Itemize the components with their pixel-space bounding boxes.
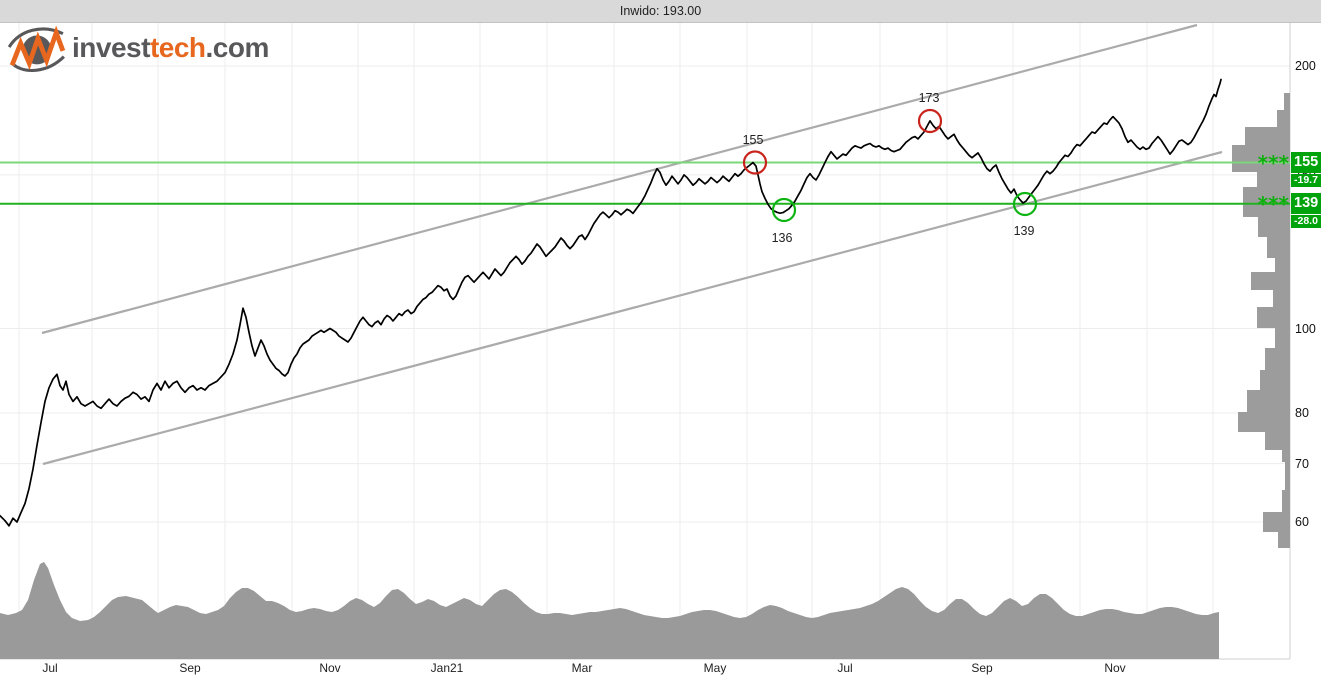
support-badge-139: 139 -28.0 xyxy=(1291,193,1321,229)
trough-label-136: 136 xyxy=(771,231,793,245)
chart-titlebar: Inwido: 193.00 xyxy=(0,0,1321,23)
support-price: 139 xyxy=(1291,193,1321,215)
x-axis-label: Nov xyxy=(1104,661,1126,675)
support-change-pct: -28.0 xyxy=(1291,215,1321,229)
resistance-price: 155 xyxy=(1291,152,1321,174)
peak-label-173: 173 xyxy=(918,91,940,105)
x-axis-label: Sep xyxy=(179,661,201,675)
investtech-logo-text: investtech.com xyxy=(72,32,269,64)
y-axis-label: 200 xyxy=(1295,59,1316,73)
trough-label-139: 139 xyxy=(1013,224,1035,238)
x-axis-label: Sep xyxy=(971,661,993,675)
peak-label-155: 155 xyxy=(742,133,764,147)
y-axis-label: 80 xyxy=(1295,406,1309,420)
x-axis-label: Nov xyxy=(319,661,341,675)
chart-title: Inwido: 193.00 xyxy=(619,4,702,18)
x-axis-label: Jul xyxy=(837,661,853,675)
logo-tech: tech xyxy=(149,32,206,63)
logo-invest: invest xyxy=(72,32,150,63)
logo-com: .com xyxy=(205,32,270,63)
y-axis-label: 100 xyxy=(1295,321,1316,336)
y-axis-label: 70 xyxy=(1295,456,1309,471)
investtech-logo: investtech.com xyxy=(8,24,269,72)
resistance-badge-155: 155 -19.7 xyxy=(1291,152,1321,188)
support-stars-139: *** xyxy=(1257,191,1289,216)
resistance-stars-155: *** xyxy=(1257,150,1289,175)
x-axis-label: Jan21 xyxy=(430,661,464,675)
x-axis-label: May xyxy=(703,661,727,675)
x-axis-label: Mar xyxy=(571,661,593,675)
x-axis-label: Jul xyxy=(42,661,58,675)
y-axis-label: 60 xyxy=(1295,515,1309,529)
resistance-change-pct: -19.7 xyxy=(1291,174,1321,188)
investtech-logo-icon xyxy=(8,25,66,72)
